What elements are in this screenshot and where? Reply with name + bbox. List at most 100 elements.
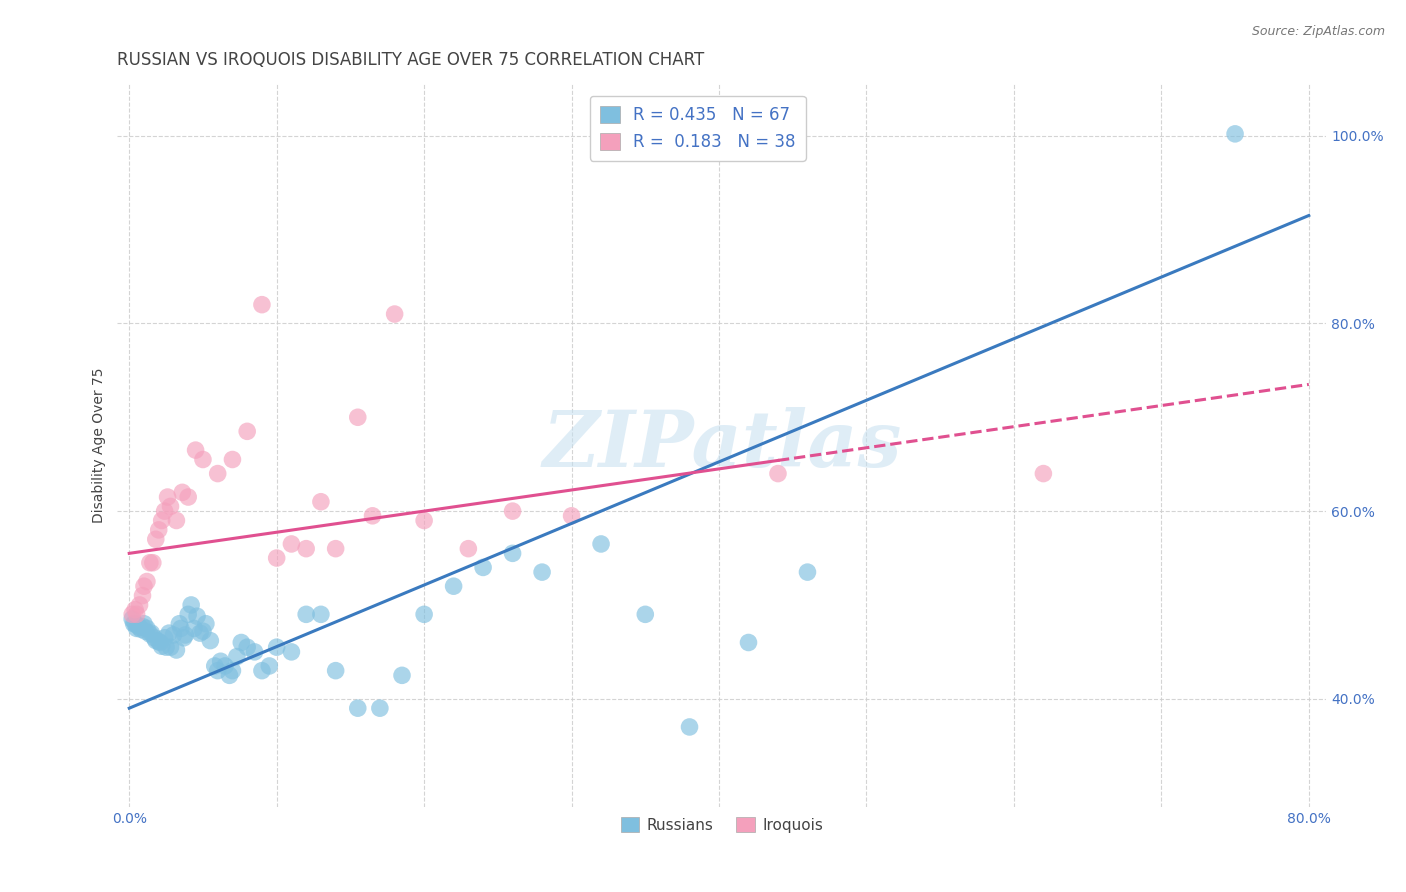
Point xyxy=(346,701,368,715)
Point xyxy=(194,616,217,631)
Point xyxy=(177,607,200,622)
Point xyxy=(150,639,173,653)
Point xyxy=(149,635,172,649)
Point xyxy=(634,607,657,622)
Point xyxy=(150,514,173,528)
Point xyxy=(766,467,789,481)
Point xyxy=(191,452,214,467)
Point xyxy=(266,551,288,566)
Point xyxy=(231,635,253,649)
Text: RUSSIAN VS IROQUOIS DISABILITY AGE OVER 75 CORRELATION CHART: RUSSIAN VS IROQUOIS DISABILITY AGE OVER … xyxy=(118,51,704,69)
Point xyxy=(156,490,179,504)
Point xyxy=(121,612,143,626)
Point xyxy=(309,494,332,508)
Point xyxy=(531,565,554,579)
Point xyxy=(159,640,181,655)
Text: Source: ZipAtlas.com: Source: ZipAtlas.com xyxy=(1251,25,1385,38)
Point xyxy=(127,618,149,632)
Point xyxy=(413,514,436,528)
Point xyxy=(183,622,205,636)
Point xyxy=(266,640,288,655)
Point xyxy=(443,579,465,593)
Point xyxy=(139,627,162,641)
Point xyxy=(142,556,165,570)
Point xyxy=(678,720,700,734)
Point xyxy=(148,523,170,537)
Point xyxy=(561,508,583,523)
Point xyxy=(141,626,163,640)
Point xyxy=(162,628,184,642)
Point xyxy=(132,579,155,593)
Point xyxy=(159,500,181,514)
Point xyxy=(125,607,148,622)
Point xyxy=(136,574,159,589)
Text: ZIPatlas: ZIPatlas xyxy=(543,407,901,483)
Point xyxy=(221,664,243,678)
Point xyxy=(184,443,207,458)
Point xyxy=(589,537,612,551)
Point xyxy=(413,607,436,622)
Point xyxy=(309,607,332,622)
Point xyxy=(384,307,406,321)
Point xyxy=(165,514,187,528)
Point xyxy=(295,607,318,622)
Point xyxy=(472,560,495,574)
Point xyxy=(259,659,281,673)
Point xyxy=(145,533,167,547)
Point xyxy=(280,645,302,659)
Point xyxy=(325,664,347,678)
Point xyxy=(157,626,180,640)
Point xyxy=(236,425,259,439)
Point xyxy=(153,504,176,518)
Legend: Russians, Iroquois: Russians, Iroquois xyxy=(614,811,830,838)
Point xyxy=(177,490,200,504)
Point xyxy=(170,622,193,636)
Point xyxy=(136,622,159,636)
Point xyxy=(165,643,187,657)
Point xyxy=(250,664,273,678)
Point xyxy=(325,541,347,556)
Point xyxy=(128,598,150,612)
Point xyxy=(243,645,266,659)
Point xyxy=(221,452,243,467)
Point xyxy=(1223,127,1246,141)
Point xyxy=(172,485,194,500)
Point xyxy=(128,620,150,634)
Point xyxy=(121,607,143,622)
Point xyxy=(174,628,197,642)
Point xyxy=(134,624,156,639)
Point xyxy=(145,633,167,648)
Point xyxy=(129,623,152,637)
Point xyxy=(180,598,202,612)
Point xyxy=(207,664,229,678)
Point xyxy=(236,640,259,655)
Point xyxy=(796,565,818,579)
Point xyxy=(280,537,302,551)
Point xyxy=(188,626,211,640)
Point xyxy=(200,633,222,648)
Point xyxy=(124,616,146,631)
Y-axis label: Disability Age Over 75: Disability Age Over 75 xyxy=(93,368,107,524)
Point xyxy=(1032,467,1054,481)
Point xyxy=(132,616,155,631)
Point xyxy=(502,546,524,560)
Point xyxy=(131,619,153,633)
Point xyxy=(155,640,177,655)
Point xyxy=(186,609,208,624)
Point xyxy=(250,298,273,312)
Point xyxy=(122,616,145,631)
Point xyxy=(225,649,247,664)
Point xyxy=(457,541,479,556)
Point xyxy=(148,634,170,648)
Point xyxy=(169,616,191,631)
Point xyxy=(173,631,195,645)
Point xyxy=(391,668,413,682)
Point xyxy=(191,624,214,639)
Point xyxy=(218,668,240,682)
Point xyxy=(153,631,176,645)
Point xyxy=(737,635,759,649)
Point xyxy=(346,410,368,425)
Point xyxy=(295,541,318,556)
Point xyxy=(204,659,226,673)
Point xyxy=(125,622,148,636)
